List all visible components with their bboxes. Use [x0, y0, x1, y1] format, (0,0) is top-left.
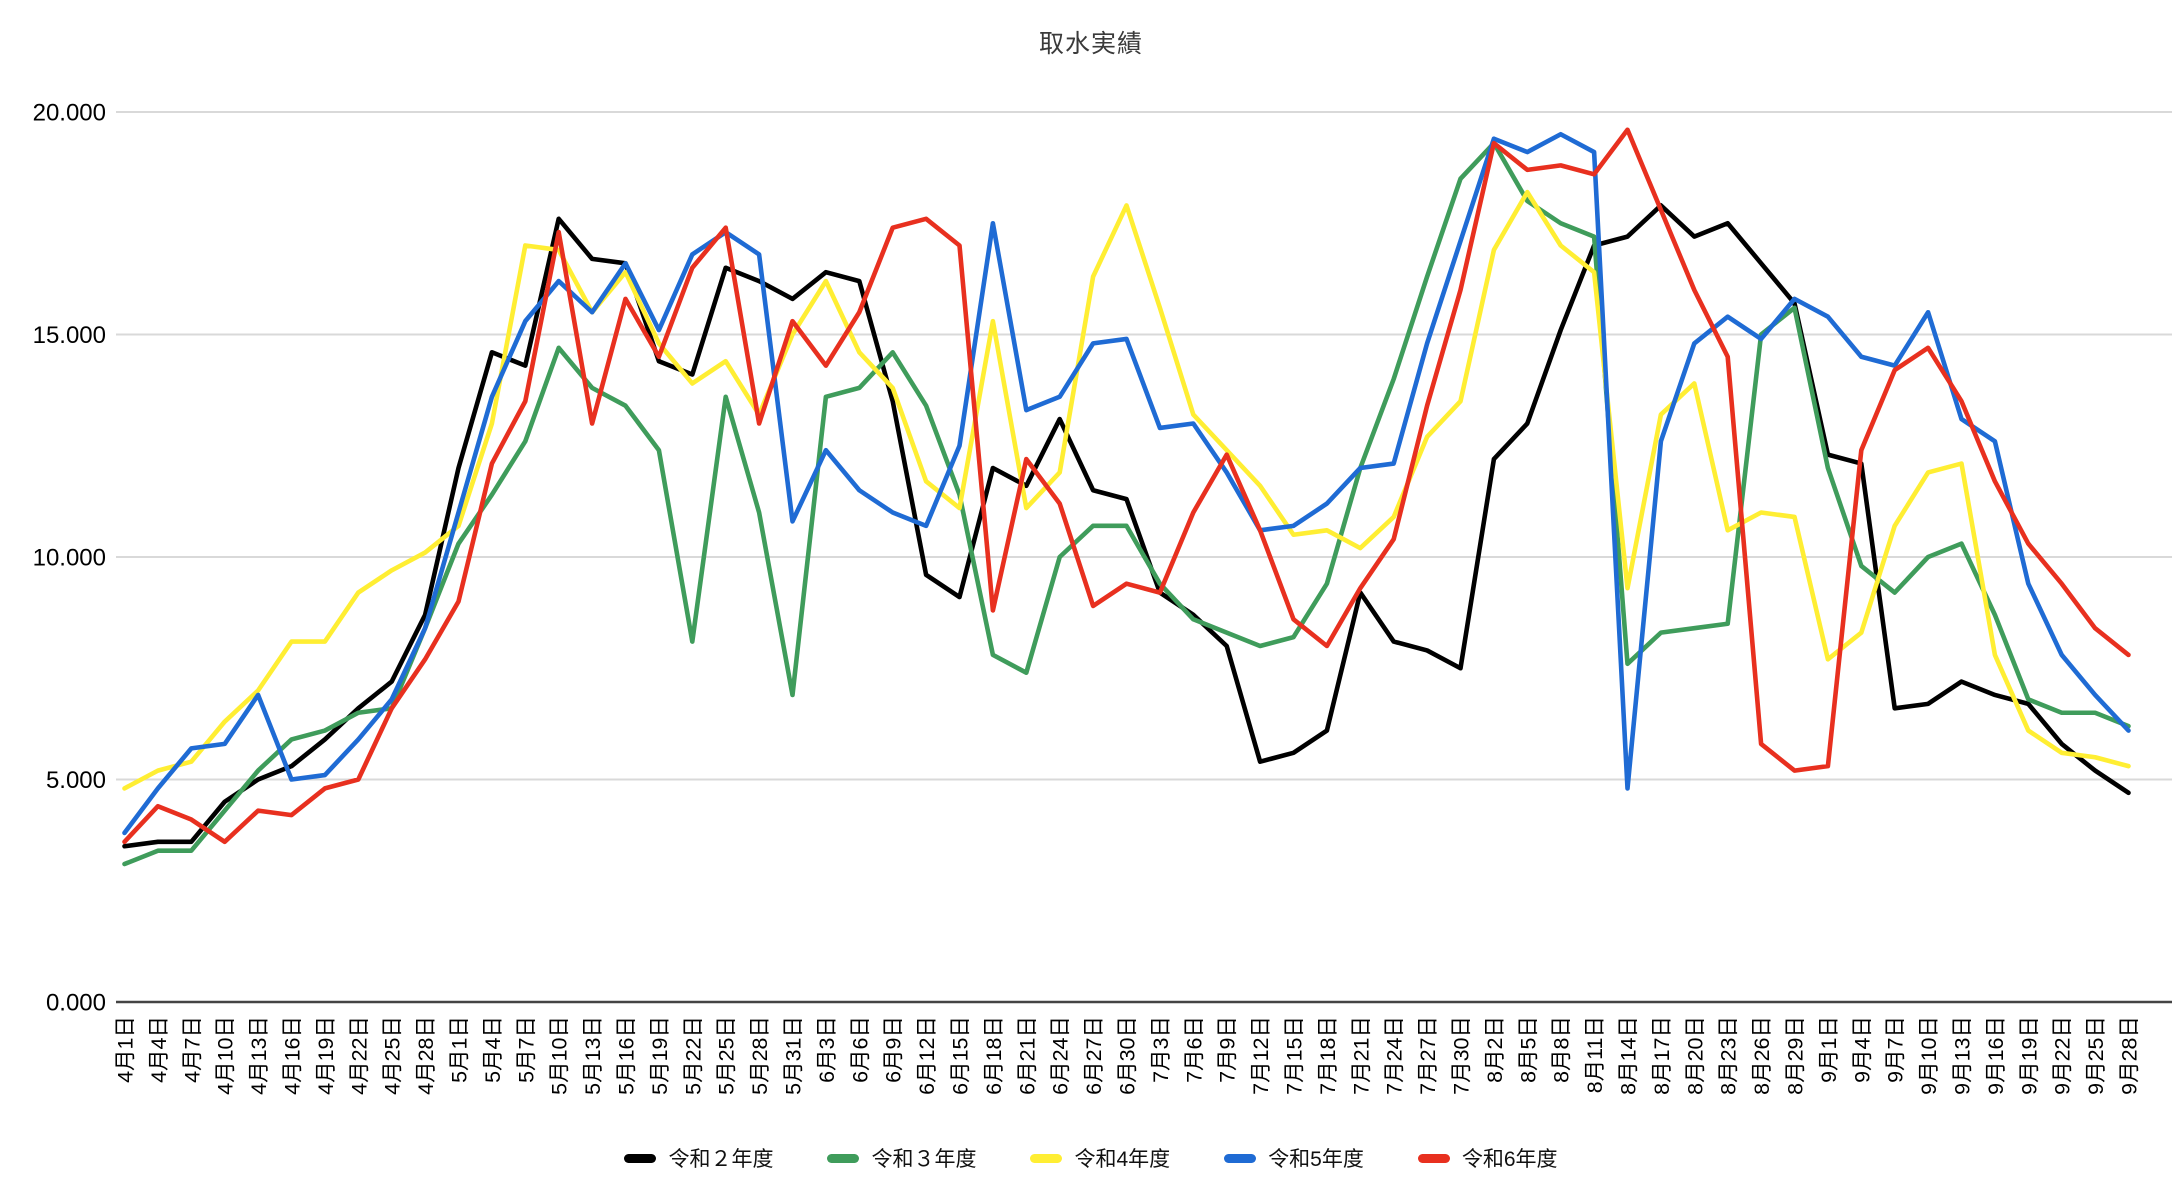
chart-legend: 令和２年度 令和３年度 令和4年度 令和5年度 令和6年度 — [0, 1136, 2182, 1180]
x-axis-tick-label: 9月4日 — [1850, 1016, 1874, 1083]
x-axis-tick-label: 5月19日 — [648, 1016, 672, 1095]
y-axis-tick-label: 20.000 — [33, 100, 106, 127]
x-axis-tick-label: 5月10日 — [548, 1016, 572, 1095]
chart-title: 取水実績 — [1038, 30, 1143, 58]
legend-item[interactable]: 令和4年度 — [1030, 1143, 1170, 1173]
legend-swatch-icon — [827, 1153, 860, 1163]
x-axis-tick-label: 6月21日 — [1015, 1016, 1039, 1095]
x-axis-tick-label: 5月25日 — [715, 1016, 739, 1095]
x-axis-tick-label: 6月9日 — [882, 1016, 906, 1083]
series-line-令和5年度 — [122, 131, 2131, 836]
x-axis-tick-label: 9月22日 — [2051, 1016, 2075, 1095]
x-axis-tick-label: 8月23日 — [1717, 1016, 1741, 1095]
x-axis-tick-label: 4月16日 — [281, 1016, 305, 1095]
x-axis-tick-label: 6月15日 — [949, 1016, 973, 1095]
x-axis-tick-label: 9月19日 — [2017, 1016, 2041, 1095]
legend-item[interactable]: 令和２年度 — [624, 1143, 773, 1173]
x-axis-tick-label: 5月13日 — [581, 1016, 605, 1095]
y-axis-tick-label: 15.000 — [33, 322, 106, 349]
x-axis-tick-label: 9月25日 — [2084, 1016, 2108, 1095]
legend-swatch-icon — [1224, 1153, 1257, 1163]
legend-label: 令和4年度 — [1074, 1148, 1171, 1171]
x-axis-tick-label: 9月13日 — [1951, 1016, 1975, 1095]
x-axis-tick-label: 4月19日 — [314, 1016, 338, 1095]
x-axis-tick-label: 4月25日 — [381, 1016, 405, 1095]
x-axis-tick-label: 8月8日 — [1550, 1016, 1574, 1083]
legend-item[interactable]: 令和３年度 — [827, 1143, 976, 1173]
x-axis-tick-label: 8月17日 — [1650, 1016, 1674, 1095]
x-axis-tick-label: 7月21日 — [1349, 1016, 1373, 1095]
x-axis-tick-label: 5月31日 — [782, 1016, 806, 1095]
x-axis-tick-label: 8月2日 — [1483, 1016, 1507, 1083]
x-axis-tick-label: 6月24日 — [1049, 1016, 1073, 1095]
x-axis-tick-label: 4月22日 — [347, 1016, 371, 1095]
x-axis-tick-label: 6月3日 — [815, 1016, 839, 1083]
legend-swatch-icon — [1417, 1153, 1450, 1163]
y-axis-tick-label: 5.000 — [46, 767, 106, 794]
legend-item[interactable]: 令和5年度 — [1224, 1143, 1364, 1173]
x-axis-tick-label: 6月27日 — [1082, 1016, 1106, 1095]
series-line-令和２年度 — [122, 203, 2131, 849]
x-axis-tick-label: 8月29日 — [1784, 1016, 1808, 1095]
legend-label: 令和２年度 — [668, 1148, 774, 1171]
x-axis-tick-label: 9月10日 — [1917, 1016, 1941, 1095]
legend-label: 令和３年度 — [871, 1148, 977, 1171]
x-axis-tick-label: 7月12日 — [1249, 1016, 1273, 1095]
x-axis-tick-label: 8月14日 — [1617, 1016, 1641, 1095]
x-axis-tick-label: 9月28日 — [2118, 1016, 2142, 1095]
x-axis-tick-label: 5月7日 — [514, 1016, 538, 1083]
x-axis-tick-label: 6月6日 — [848, 1016, 872, 1083]
x-axis-tick-label: 6月30日 — [1116, 1016, 1140, 1095]
x-axis-tick-label: 4月28日 — [414, 1016, 438, 1095]
x-axis-tick-label: 8月26日 — [1750, 1016, 1774, 1095]
legend-label: 令和5年度 — [1268, 1148, 1364, 1171]
x-axis-tick-label: 5月16日 — [615, 1016, 639, 1095]
x-axis-tick-label: 7月24日 — [1383, 1016, 1407, 1095]
x-axis-tick-label: 8月5日 — [1516, 1016, 1540, 1083]
x-axis-tick-label: 9月16日 — [1984, 1016, 2008, 1095]
legend-label: 令和6年度 — [1461, 1148, 1558, 1171]
x-axis-tick-label: 7月27日 — [1416, 1016, 1440, 1095]
x-axis-tick-label: 7月6日 — [1182, 1016, 1206, 1083]
y-axis-tick-label: 0.000 — [46, 990, 106, 1017]
x-axis-tick-label: 5月4日 — [481, 1016, 505, 1083]
x-axis-tick-label: 5月1日 — [448, 1016, 472, 1083]
x-axis-tick-label: 8月20日 — [1683, 1016, 1707, 1095]
x-axis-tick-label: 4月10日 — [214, 1016, 238, 1095]
x-axis-tick-label: 4月7日 — [180, 1016, 204, 1083]
x-axis-tick-label: 5月28日 — [748, 1016, 772, 1095]
x-axis-tick-label: 7月15日 — [1283, 1016, 1307, 1095]
x-axis-tick-label: 7月3日 — [1149, 1016, 1173, 1083]
x-axis-tick-label: 6月18日 — [982, 1016, 1006, 1095]
x-axis-tick-label: 7月30日 — [1450, 1016, 1474, 1095]
legend-item[interactable]: 令和6年度 — [1417, 1143, 1558, 1173]
x-axis-tick-label: 9月7日 — [1884, 1016, 1908, 1083]
y-axis-tick-label: 10.000 — [33, 545, 106, 572]
series-line-令和6年度 — [122, 127, 2131, 845]
x-axis-tick-label: 4月4日 — [147, 1016, 171, 1083]
x-axis-tick-label: 4月1日 — [114, 1016, 138, 1083]
x-axis-tick-label: 4月13日 — [247, 1016, 271, 1095]
legend-swatch-icon — [624, 1153, 657, 1163]
x-axis-tick-label: 5月22日 — [681, 1016, 705, 1095]
x-axis-tick-label: 7月18日 — [1316, 1016, 1340, 1095]
series-line-令和３年度 — [122, 140, 2131, 867]
x-axis-tick-label: 6月12日 — [915, 1016, 939, 1095]
x-axis-tick-label: 7月9日 — [1216, 1016, 1240, 1083]
legend-swatch-icon — [1030, 1153, 1063, 1163]
x-axis-tick-label: 9月1日 — [1817, 1016, 1841, 1083]
series-line-令和4年度 — [122, 189, 2131, 791]
x-axis-tick-label: 8月11日 — [1583, 1016, 1607, 1093]
